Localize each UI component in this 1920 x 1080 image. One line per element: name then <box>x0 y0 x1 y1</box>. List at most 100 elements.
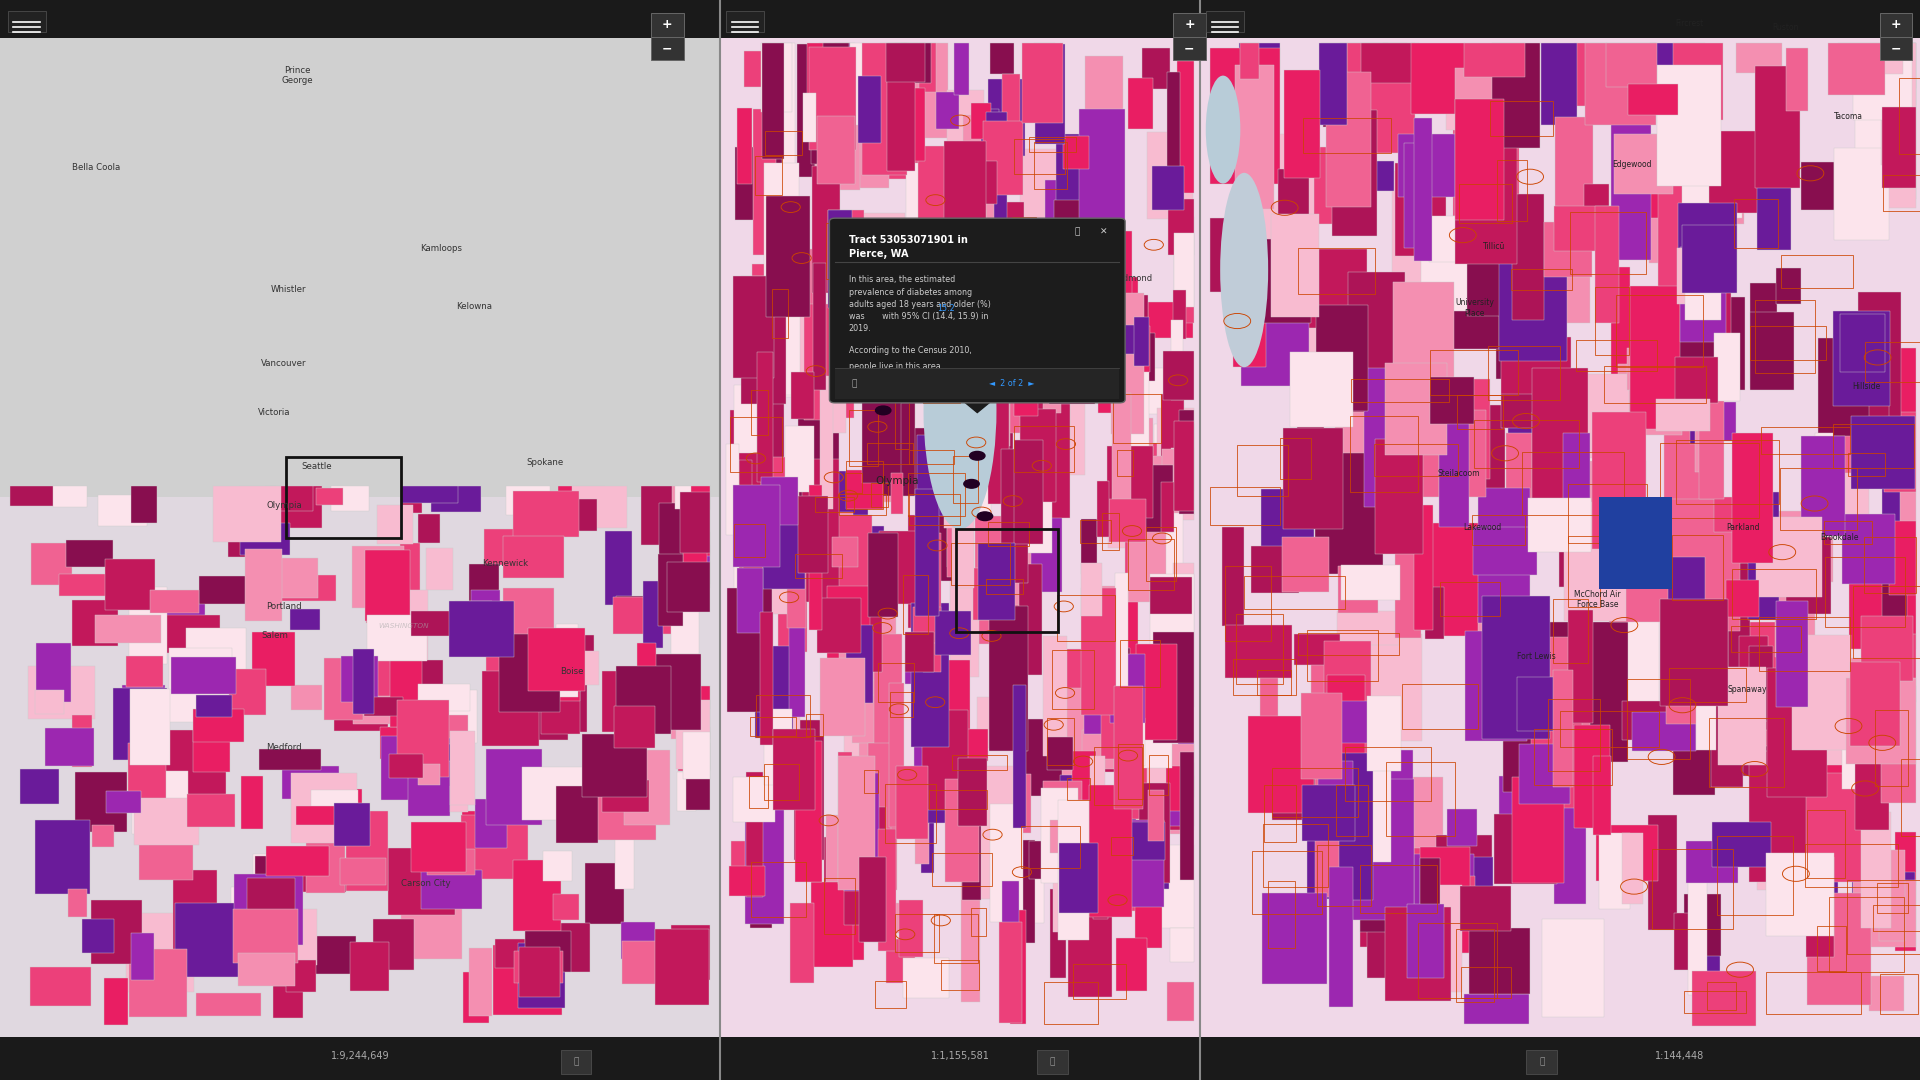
Bar <box>388 848 455 915</box>
Bar <box>1173 217 1194 323</box>
Bar <box>1392 282 1453 389</box>
Text: Spanaway: Spanaway <box>1728 685 1766 693</box>
Bar <box>1478 487 1530 623</box>
Bar <box>449 600 515 658</box>
Bar <box>1014 426 1073 472</box>
Bar <box>1179 409 1194 514</box>
Bar <box>1392 171 1438 283</box>
Text: −: − <box>1185 42 1194 55</box>
Bar <box>1323 95 1342 126</box>
Bar <box>1129 456 1167 602</box>
Bar <box>849 409 877 465</box>
Bar <box>1104 295 1148 357</box>
Bar <box>36 644 71 702</box>
Bar <box>1834 311 1889 406</box>
Bar <box>1599 497 1672 589</box>
Bar <box>720 1037 1200 1080</box>
Bar <box>1676 247 1715 303</box>
Bar <box>1154 644 1192 689</box>
Bar <box>271 486 313 511</box>
Bar <box>737 283 778 356</box>
Bar <box>1682 289 1730 338</box>
Bar <box>897 284 916 426</box>
Bar <box>165 730 227 802</box>
Bar <box>927 303 968 360</box>
Bar <box>1611 267 1630 394</box>
Bar <box>1273 737 1331 820</box>
Bar <box>682 511 707 586</box>
Bar <box>860 905 883 942</box>
Bar <box>1492 43 1540 148</box>
Bar <box>1809 942 1834 986</box>
Bar <box>196 694 232 717</box>
Bar <box>929 789 987 809</box>
Bar <box>1436 405 1505 489</box>
Circle shape <box>964 480 979 488</box>
Bar <box>401 486 422 513</box>
Bar <box>1081 235 1100 370</box>
Bar <box>186 629 246 680</box>
Bar <box>1818 745 1864 859</box>
Bar <box>895 915 939 951</box>
Bar <box>1119 585 1139 667</box>
Bar <box>954 456 977 503</box>
Bar <box>868 532 897 617</box>
Bar <box>1073 222 1089 316</box>
Bar <box>1824 522 1872 544</box>
Bar <box>1346 43 1415 153</box>
Bar <box>845 473 862 494</box>
Bar <box>586 863 624 924</box>
Bar <box>213 486 282 542</box>
Bar <box>194 710 244 742</box>
Bar <box>720 0 1200 38</box>
Bar <box>1853 880 1916 946</box>
Bar <box>1668 557 1705 640</box>
Bar <box>795 300 808 383</box>
Bar <box>1603 366 1705 403</box>
Bar <box>1430 350 1517 395</box>
Bar <box>1100 656 1139 772</box>
Bar <box>1830 473 1870 523</box>
Bar <box>1317 760 1354 801</box>
Bar <box>1446 809 1476 846</box>
Bar <box>1127 539 1173 590</box>
Bar <box>1012 217 1035 266</box>
Bar <box>1338 701 1390 743</box>
Bar <box>98 496 148 526</box>
Bar <box>1548 637 1590 760</box>
Bar <box>1164 766 1192 810</box>
Bar <box>1029 194 1060 281</box>
Bar <box>428 767 459 806</box>
Bar <box>1210 49 1281 184</box>
Bar <box>902 576 927 634</box>
Bar <box>981 109 998 172</box>
Bar <box>772 289 787 338</box>
Bar <box>1327 72 1371 207</box>
Bar <box>833 692 851 735</box>
Bar <box>1060 688 1094 825</box>
Bar <box>766 131 803 156</box>
Bar <box>1279 134 1313 232</box>
Bar <box>31 967 90 1007</box>
Bar <box>808 485 822 631</box>
Bar <box>1050 889 1066 978</box>
Bar <box>1384 363 1448 455</box>
Bar <box>351 546 403 608</box>
Bar <box>1553 670 1572 787</box>
Bar <box>1565 450 1601 523</box>
Bar <box>1874 634 1916 702</box>
Bar <box>753 109 776 255</box>
Bar <box>1081 519 1096 573</box>
Bar <box>476 799 507 848</box>
Bar <box>983 324 1008 459</box>
Bar <box>1413 118 1432 260</box>
Bar <box>831 537 858 567</box>
Bar <box>1110 654 1144 723</box>
Bar <box>1569 610 1594 724</box>
Bar <box>1709 131 1759 213</box>
Bar <box>1048 368 1094 404</box>
Bar <box>839 494 887 515</box>
Bar <box>1628 83 1678 114</box>
Bar <box>255 855 288 893</box>
Bar <box>1678 203 1738 283</box>
